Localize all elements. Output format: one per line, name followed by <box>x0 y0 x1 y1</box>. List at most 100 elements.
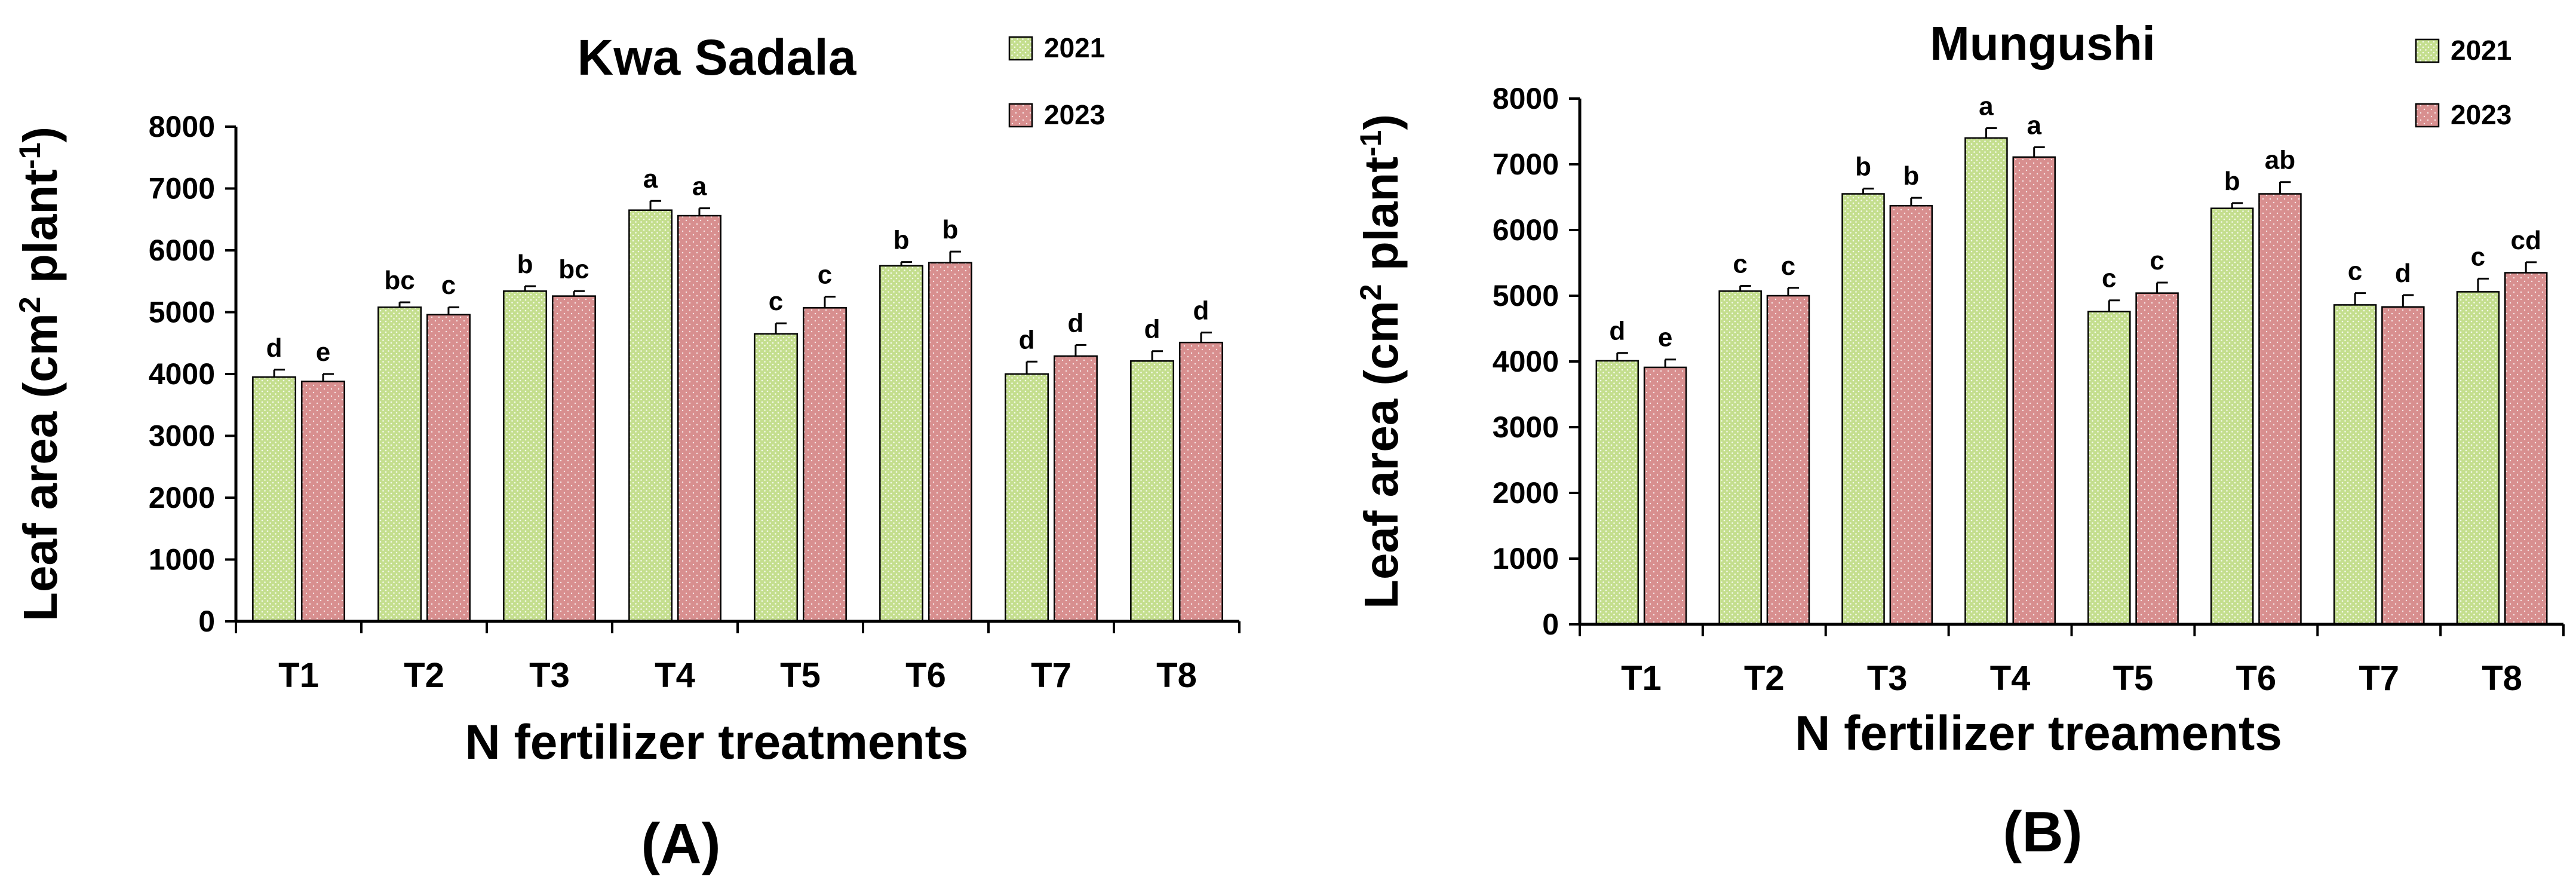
legend-label-2023: 2023 <box>2451 99 2511 130</box>
x-tick-label-T1: T1 <box>278 656 319 695</box>
bar-2021-T4 <box>628 209 673 623</box>
significance-letter-2021-T2: c <box>1733 250 1747 279</box>
bar-2021-T6 <box>2210 207 2254 626</box>
y-tick-label-4000: 4000 <box>149 357 215 391</box>
y-tick-label-0: 0 <box>198 605 215 638</box>
y-axis-label: Leaf area (cm2 plant-1) <box>13 127 67 621</box>
y-axis-label-part: 2 <box>13 296 47 313</box>
y-tick-label-3000: 3000 <box>149 419 215 453</box>
significance-letter-2023-T5: c <box>2150 246 2164 275</box>
y-tick-label-2000: 2000 <box>149 481 215 514</box>
x-tick-label-T4: T4 <box>655 656 695 695</box>
y-tick-label-6000: 6000 <box>1493 213 1559 247</box>
significance-letter-2023-T4: a <box>692 172 707 201</box>
significance-letter-2023-T8: cd <box>2511 226 2541 255</box>
x-tick-label-T7: T7 <box>2359 659 2399 698</box>
panel-label: (A) <box>641 812 720 876</box>
x-tick-label-T6: T6 <box>905 656 946 695</box>
bar-2023-T8 <box>1179 341 1223 623</box>
bar-2021-T7 <box>1005 373 1049 623</box>
y-tick-label-7000: 7000 <box>1493 148 1559 181</box>
bar-2023-T7 <box>1054 355 1098 623</box>
y-axis-label-part: plant <box>14 169 67 296</box>
bar-2021-T1 <box>1595 360 1639 626</box>
x-tick-label-T2: T2 <box>1744 659 1785 698</box>
significance-letter-2023-T5: c <box>818 260 832 290</box>
significance-letter-2023-T7: d <box>1068 308 1084 338</box>
y-axis-label-part: ) <box>1355 114 1408 130</box>
bar-2023-T4 <box>677 214 721 623</box>
bar-2023-T2 <box>426 314 471 623</box>
legend-swatch-2023 <box>1008 103 1033 128</box>
significance-letter-2021-T4: a <box>1979 92 1994 121</box>
significance-letter-2021-T5: c <box>769 287 783 316</box>
significance-letter-2021-T4: a <box>643 164 658 194</box>
significance-letter-2023-T2: c <box>441 271 456 300</box>
significance-letter-2023-T7: d <box>2395 259 2411 288</box>
significance-letter-2023-T6: ab <box>2265 146 2295 175</box>
bar-2023-T2 <box>1766 295 1810 626</box>
bar-2023-T3 <box>1889 205 1933 626</box>
y-tick-label-6000: 6000 <box>149 234 215 267</box>
y-axis-label-part: -1 <box>13 143 47 169</box>
bar-2021-T6 <box>879 265 923 623</box>
legend-label-2021: 2021 <box>2451 35 2511 66</box>
legend-label-2023: 2023 <box>1044 99 1105 130</box>
bar-2023-T7 <box>2381 306 2425 626</box>
significance-letter-2021-T6: b <box>894 226 910 255</box>
bar-2021-T1 <box>252 376 297 623</box>
bar-2023-T6 <box>2258 193 2302 626</box>
significance-letter-2021-T3: b <box>517 250 533 279</box>
y-tick-label-8000: 8000 <box>149 110 215 143</box>
y-axis-label-part: 2 <box>1354 284 1387 301</box>
bar-2023-T8 <box>2504 272 2548 626</box>
bar-2021-T2 <box>377 306 422 623</box>
legend-swatch-2023 <box>2415 103 2440 128</box>
y-tick-label-5000: 5000 <box>1493 279 1559 312</box>
y-tick-label-3000: 3000 <box>1493 410 1559 444</box>
significance-letter-2023-T1: e <box>316 338 330 367</box>
bar-2021-T8 <box>1130 360 1174 623</box>
significance-letter-2023-T2: c <box>1781 252 1795 281</box>
y-axis-label-part: ) <box>14 127 67 143</box>
significance-letter-2023-T3: b <box>1903 161 1919 191</box>
legend-label-2021: 2021 <box>1044 32 1105 63</box>
x-tick-label-T1: T1 <box>1621 659 1662 698</box>
y-axis-label: Leaf area (cm2 plant-1) <box>1354 114 1408 609</box>
legend-swatch-2021 <box>2415 38 2440 63</box>
x-axis-label: N fertilizer treatments <box>465 715 968 770</box>
significance-letter-2021-T8: c <box>2471 242 2485 271</box>
bar-2021-T8 <box>2456 291 2500 626</box>
x-tick-label-T6: T6 <box>2236 659 2276 698</box>
significance-letter-2021-T7: c <box>2348 257 2362 286</box>
x-tick-label-T4: T4 <box>1990 659 2031 698</box>
y-axis-label-part: plant <box>1355 157 1408 284</box>
significance-letter-2023-T8: d <box>1193 296 1209 326</box>
y-tick-label-0: 0 <box>1542 608 1559 641</box>
panel-label: (B) <box>2003 800 2082 864</box>
y-tick-label-4000: 4000 <box>1493 345 1559 378</box>
significance-letter-2021-T1: d <box>266 333 283 363</box>
bar-2023-T5 <box>803 307 847 623</box>
bar-2021-T5 <box>2087 311 2131 626</box>
bar-2021-T2 <box>1718 290 1762 626</box>
significance-letter-2023-T6: b <box>942 215 959 244</box>
y-tick-label-2000: 2000 <box>1493 476 1559 510</box>
significance-letter-2021-T2: bc <box>384 266 415 295</box>
significance-letter-2023-T4: a <box>2027 111 2041 140</box>
significance-letter-2023-T1: e <box>1658 323 1672 352</box>
chart-title: Kwa Sadala <box>578 29 857 85</box>
y-axis-label-part: Leaf area (cm <box>1355 301 1408 609</box>
x-tick-label-T7: T7 <box>1031 656 1071 695</box>
bar-2023-T6 <box>928 262 972 623</box>
y-axis-label-part: -1 <box>1354 130 1387 157</box>
bar-2021-T7 <box>2333 304 2377 626</box>
bar-2023-T4 <box>2012 156 2056 626</box>
x-tick-label-T5: T5 <box>2113 659 2154 698</box>
significance-letter-2021-T6: b <box>2224 167 2240 196</box>
bar-2021-T4 <box>1964 137 2008 626</box>
